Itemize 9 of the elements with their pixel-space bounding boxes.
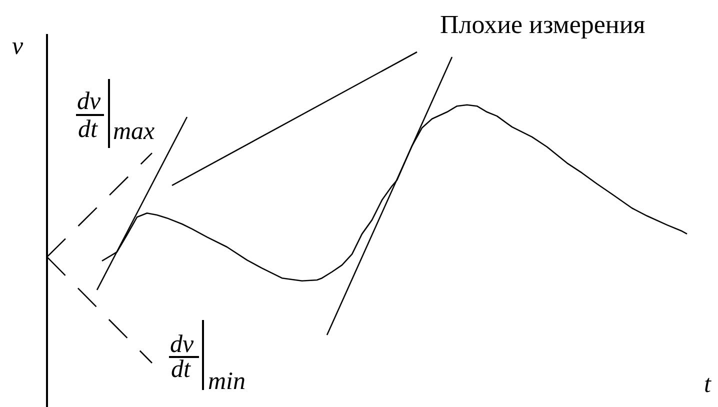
annotation: dv: [170, 331, 194, 358]
annotation: max: [113, 118, 155, 145]
text: Плохие измерения: [440, 10, 646, 39]
x-axis-title: t: [704, 371, 711, 398]
text: min: [208, 368, 246, 395]
y-axis-title: v: [12, 33, 24, 60]
annotation: dt: [78, 116, 98, 143]
annotation: dt: [171, 356, 190, 383]
annotation: dv: [77, 88, 101, 115]
